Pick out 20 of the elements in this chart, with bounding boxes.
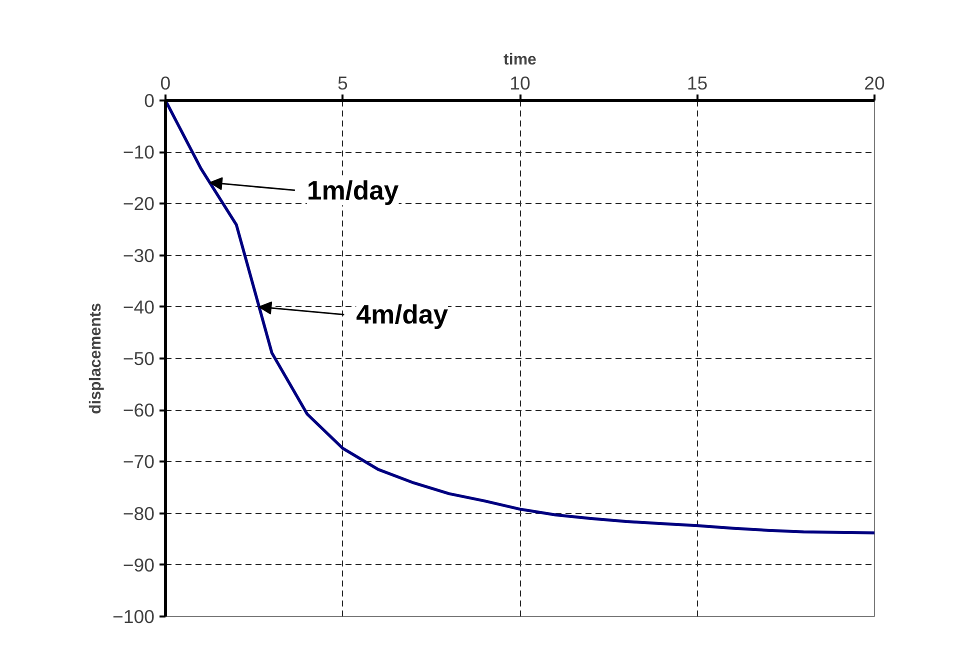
y-tick-label: −70 bbox=[122, 451, 155, 472]
y-tick-label: −90 bbox=[122, 554, 155, 576]
x-tick-label: 0 bbox=[160, 72, 171, 94]
y-tick-label: −10 bbox=[122, 142, 155, 163]
x-tick-label: 15 bbox=[686, 72, 708, 94]
x-axis-title: time bbox=[504, 52, 537, 68]
y-axis-title: displacements bbox=[87, 302, 104, 414]
x-tick-label: 20 bbox=[864, 72, 885, 94]
y-tick-label: −80 bbox=[122, 502, 155, 524]
y-tick-label: −50 bbox=[122, 348, 155, 369]
annotation: 4m/day bbox=[356, 300, 448, 330]
y-tick-label: −60 bbox=[122, 400, 155, 421]
annotation: 1m/day bbox=[306, 175, 399, 206]
y-tick-label: −30 bbox=[122, 244, 155, 266]
y-tick-label: −100 bbox=[112, 606, 155, 627]
x-tick-label: 10 bbox=[510, 72, 530, 94]
y-tick-label: 0 bbox=[144, 90, 155, 111]
y-tick-label: −20 bbox=[122, 193, 155, 214]
y-tick-label: −40 bbox=[122, 296, 155, 318]
x-tick-label: 5 bbox=[338, 72, 348, 94]
